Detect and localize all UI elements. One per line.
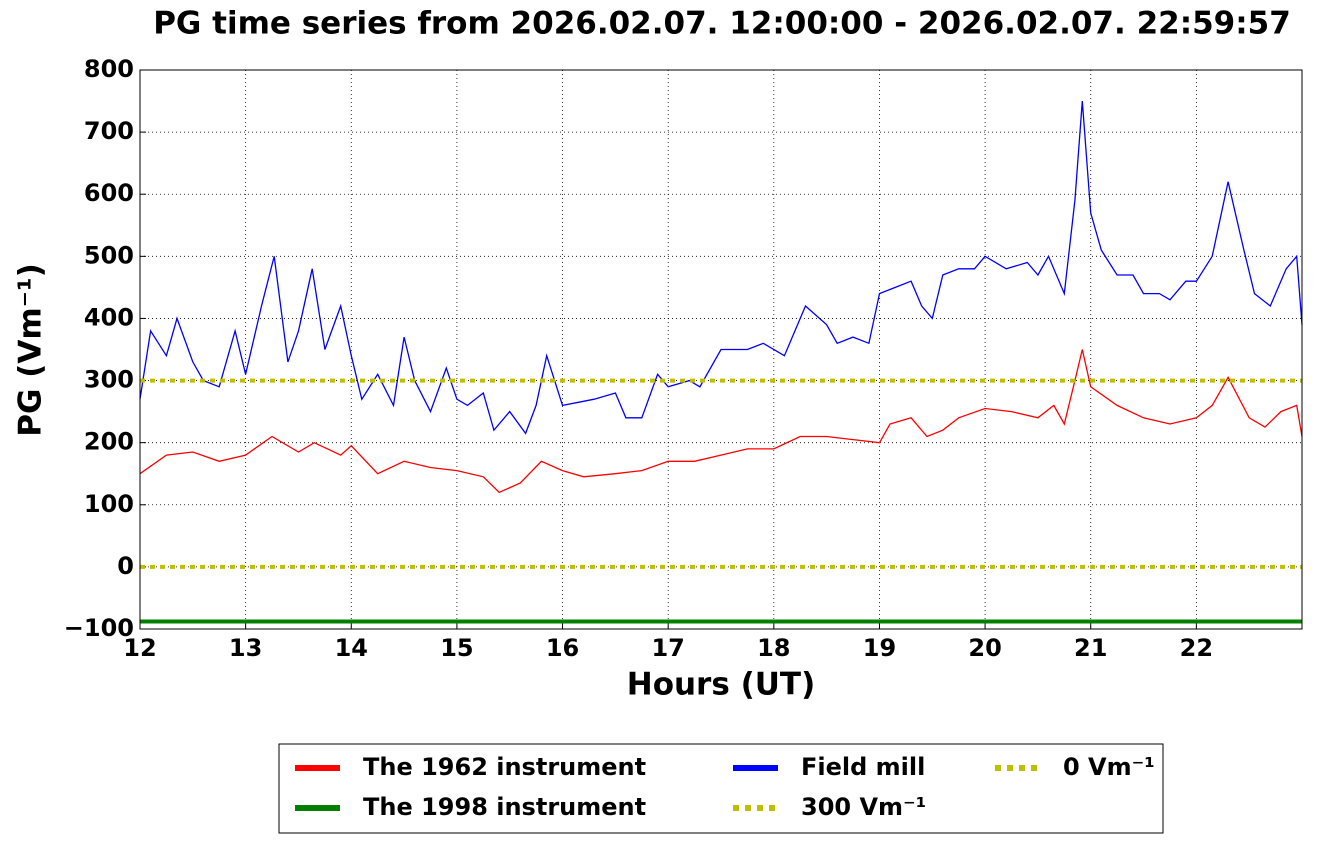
x-tick-label: 17 [651, 634, 684, 662]
series-line [139, 349, 1303, 494]
legend-box [278, 743, 1164, 834]
chart-title: PG time series from 2026.02.07. 12:00:00… [153, 6, 1291, 42]
series-line [139, 101, 1303, 435]
y-tick-label: 500 [84, 241, 134, 269]
x-tick-label: 21 [1074, 634, 1107, 662]
legend-label: 300 Vm⁻¹ [801, 793, 926, 821]
legend-label: 0 Vm⁻¹ [1063, 753, 1155, 781]
x-tick-label: 13 [229, 634, 262, 662]
x-tick-label: 16 [546, 634, 579, 662]
plot-frame [139, 69, 1303, 630]
y-tick-label: 300 [84, 366, 134, 394]
y-tick-label: 200 [84, 428, 134, 456]
y-tick-label: 400 [84, 303, 134, 331]
y-tick-label: 100 [84, 490, 134, 518]
legend-label: The 1998 instrument [363, 793, 646, 821]
x-tick-label: 22 [1180, 634, 1213, 662]
x-tick-label: 18 [757, 634, 790, 662]
y-tick-label: 700 [84, 117, 134, 145]
x-tick-label: 20 [968, 634, 1001, 662]
y-tick-label: 0 [117, 552, 134, 580]
legend-label: The 1962 instrument [363, 753, 646, 781]
y-tick-label: 800 [84, 55, 134, 83]
x-tick-label: 19 [863, 634, 896, 662]
x-tick-label: 14 [335, 634, 368, 662]
x-tick-label: 12 [123, 634, 156, 662]
y-tick-label: 600 [84, 179, 134, 207]
x-axis-label: Hours (UT) [627, 667, 816, 703]
legend-label: Field mill [801, 753, 925, 781]
x-tick-label: 15 [440, 634, 473, 662]
y-tick-label: −100 [64, 614, 134, 642]
y-axis-label: PG (Vm⁻¹) [13, 263, 49, 437]
